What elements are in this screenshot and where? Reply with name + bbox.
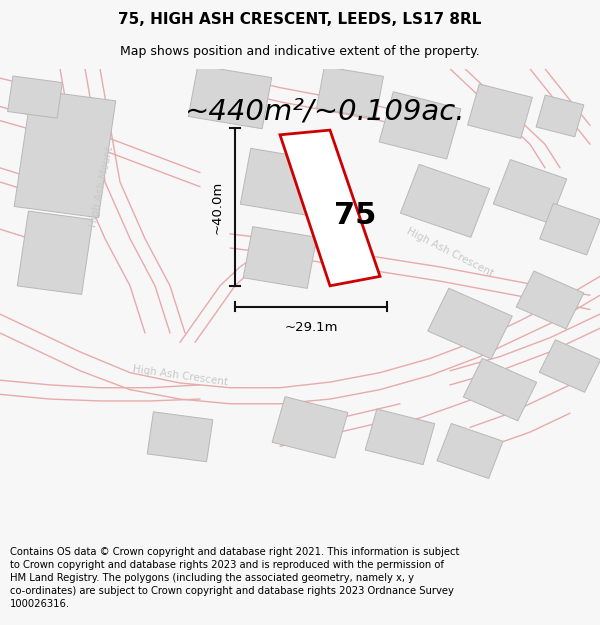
Text: ~440m²/~0.109ac.: ~440m²/~0.109ac. — [185, 98, 466, 125]
Polygon shape — [241, 148, 320, 216]
Text: 75, HIGH ASH CRESCENT, LEEDS, LS17 8RL: 75, HIGH ASH CRESCENT, LEEDS, LS17 8RL — [118, 12, 482, 27]
Polygon shape — [8, 76, 62, 118]
Text: ~29.1m: ~29.1m — [284, 321, 338, 334]
Polygon shape — [400, 164, 490, 238]
Text: ~40.0m: ~40.0m — [211, 181, 223, 234]
Polygon shape — [188, 66, 272, 129]
Polygon shape — [493, 159, 567, 223]
Polygon shape — [428, 288, 512, 359]
Polygon shape — [280, 130, 380, 286]
Text: 75: 75 — [334, 201, 376, 229]
Polygon shape — [317, 66, 383, 118]
Polygon shape — [17, 211, 93, 294]
Text: Map shows position and indicative extent of the property.: Map shows position and indicative extent… — [120, 45, 480, 58]
Polygon shape — [467, 84, 532, 139]
Text: High Ash Crescent: High Ash Crescent — [405, 226, 495, 279]
Text: High Ash Crescent: High Ash Crescent — [132, 364, 228, 387]
Text: High Ash Mount: High Ash Mount — [89, 146, 115, 228]
Polygon shape — [272, 397, 348, 458]
Polygon shape — [243, 227, 317, 288]
Polygon shape — [14, 90, 116, 218]
Polygon shape — [539, 203, 600, 255]
Polygon shape — [147, 412, 213, 462]
Polygon shape — [536, 95, 584, 137]
Polygon shape — [516, 271, 584, 329]
Polygon shape — [463, 358, 536, 421]
Text: Contains OS data © Crown copyright and database right 2021. This information is : Contains OS data © Crown copyright and d… — [10, 546, 460, 609]
Polygon shape — [379, 92, 461, 159]
Polygon shape — [437, 424, 503, 479]
Polygon shape — [365, 409, 435, 464]
Polygon shape — [539, 340, 600, 392]
